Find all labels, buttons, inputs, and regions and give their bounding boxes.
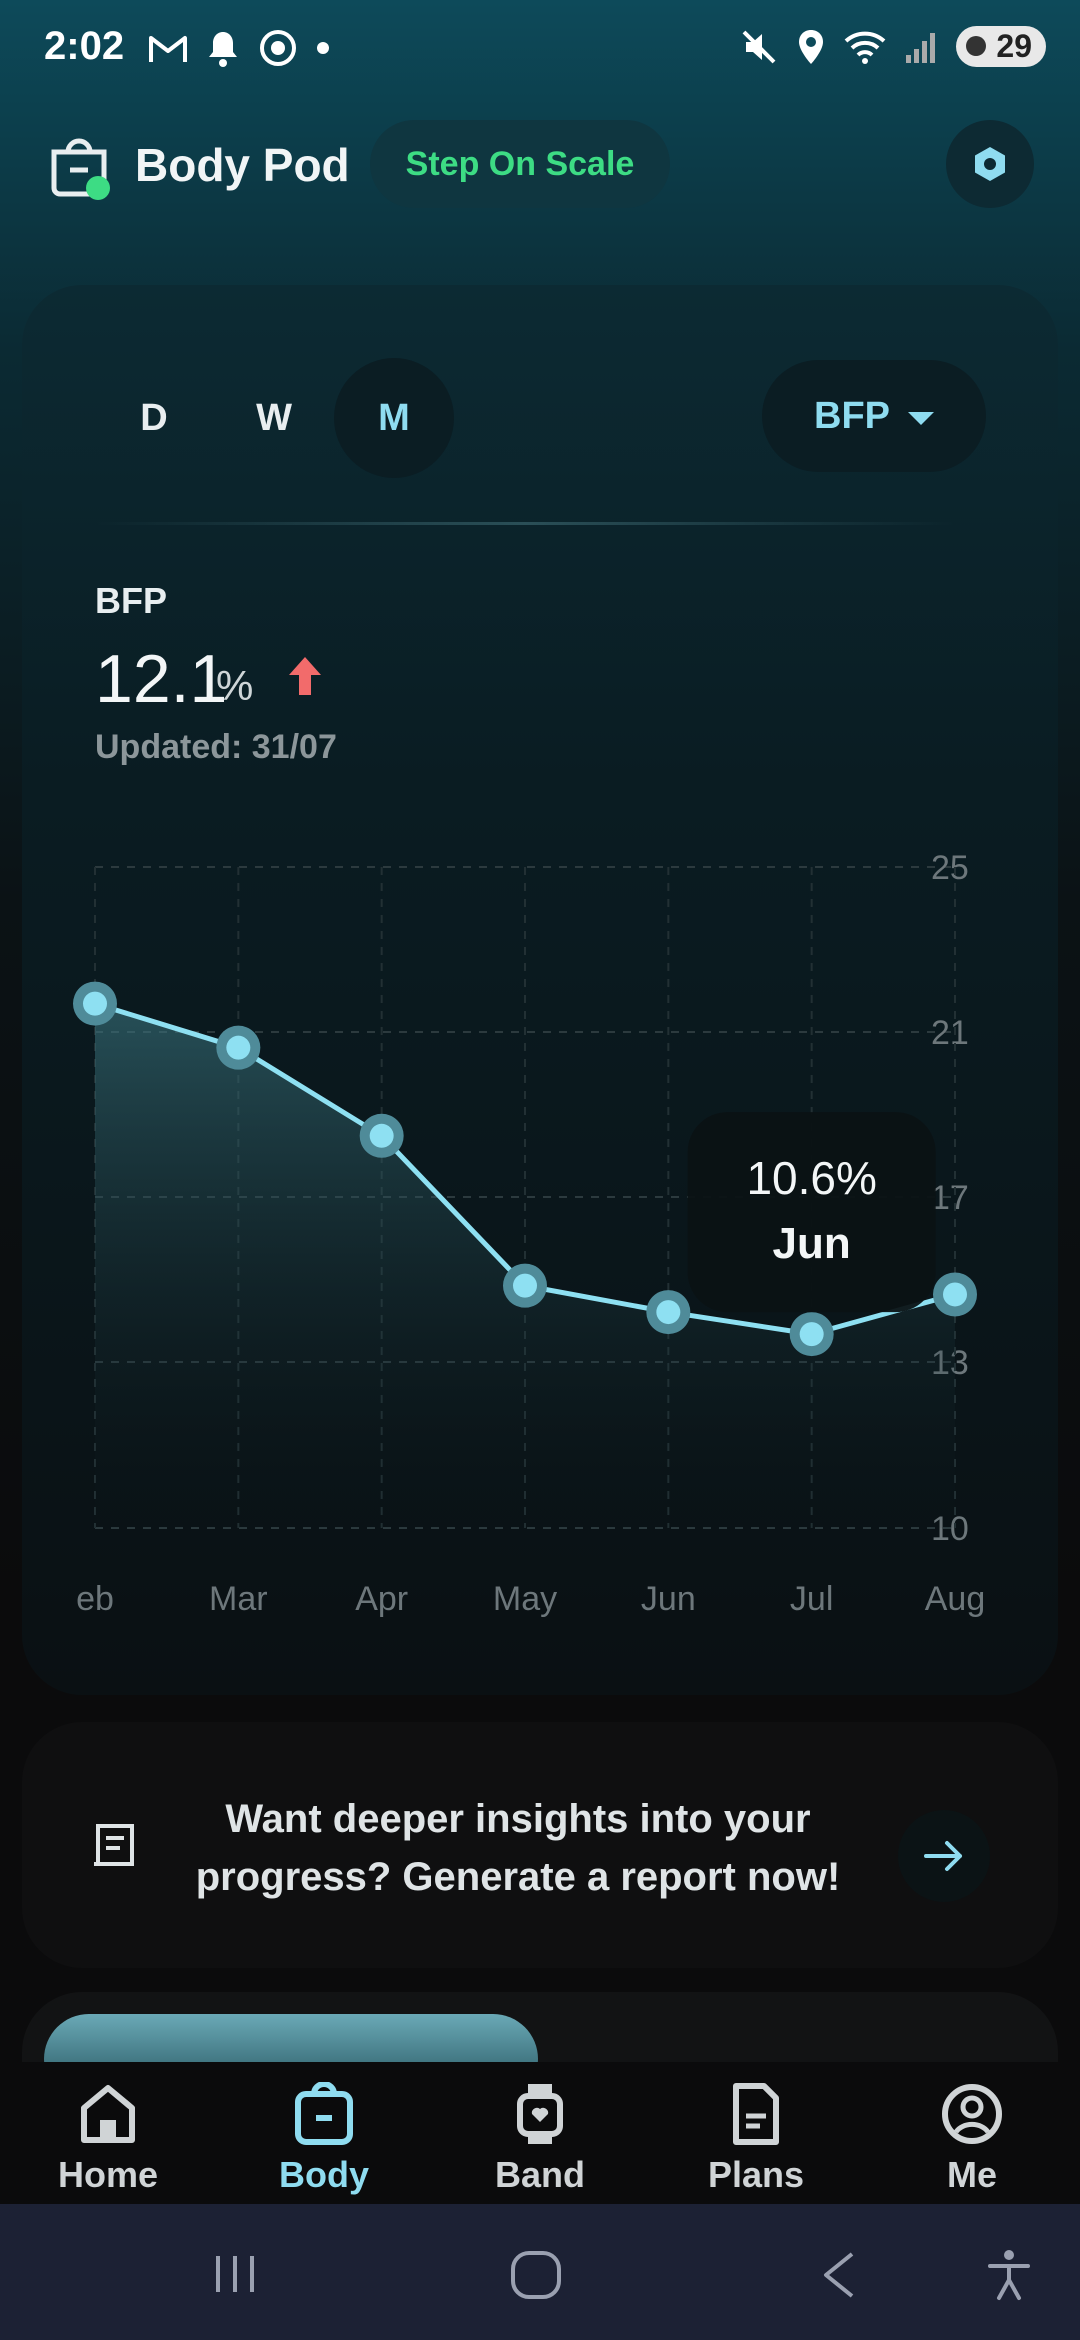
data-point xyxy=(943,1282,967,1307)
y-tick-label: 17 xyxy=(931,1179,969,1217)
system-navigation-bar xyxy=(0,2204,1080,2340)
profile-icon xyxy=(942,2084,1002,2144)
x-tick-label: Jun xyxy=(641,1580,696,1618)
data-point xyxy=(656,1300,681,1325)
report-card[interactable] xyxy=(22,1722,1058,1968)
period-tab-month[interactable]: M xyxy=(334,358,454,478)
chart-area-fill xyxy=(95,1003,955,1528)
y-tick-label: 25 xyxy=(931,849,969,887)
nav-band-label: Band xyxy=(495,2154,585,2195)
period-tab-week[interactable]: W xyxy=(256,396,292,439)
home-icon xyxy=(81,2085,135,2143)
nav-home-label: Home xyxy=(57,2154,159,2195)
nav-plans-label: Plans xyxy=(707,2154,805,2195)
bottom-navigation: Home Body Band Plans Me xyxy=(0,2062,1080,2204)
data-point xyxy=(513,1273,537,1298)
x-tick-label: Apr xyxy=(355,1580,408,1618)
x-tick-label: May xyxy=(493,1580,557,1618)
report-prompt: Want deeper insights into your progress?… xyxy=(168,1790,868,1906)
accessibility-icon[interactable] xyxy=(986,2248,1032,2302)
dot-icon xyxy=(317,42,329,54)
generate-report-button[interactable] xyxy=(898,1810,990,1902)
step-on-scale-button[interactable]: Step On Scale xyxy=(370,120,670,208)
chart-tooltip-label: Jun xyxy=(773,1219,851,1268)
metric-unit: % xyxy=(216,662,254,709)
bfp-line-chart[interactable]: 2521171310ebMarAprMayJunJulAug10.6%Jun xyxy=(0,820,1080,1650)
body-pod-logo-icon xyxy=(51,138,110,200)
location-icon xyxy=(799,29,824,64)
nav-home[interactable]: Home xyxy=(0,2062,216,2204)
x-tick-label: eb xyxy=(76,1580,114,1618)
x-tick-label: Mar xyxy=(209,1580,268,1618)
metric-dropdown[interactable]: BFP xyxy=(762,360,986,472)
data-point xyxy=(369,1123,394,1148)
metric-label: BFP xyxy=(95,580,167,621)
bell-icon xyxy=(209,32,237,67)
x-tick-label: Aug xyxy=(925,1580,986,1618)
report-prompt-line2: progress? Generate a report now! xyxy=(195,1855,841,1899)
home-system-icon[interactable] xyxy=(510,2250,562,2300)
status-bar: 2:02 29 xyxy=(0,0,1080,100)
trend-up-arrow-icon xyxy=(289,657,321,695)
battery-indicator: 29 xyxy=(956,26,1046,67)
nav-body-label: Body xyxy=(279,2154,369,2195)
period-tab-day[interactable]: D xyxy=(140,396,168,439)
app-name: Body Pod xyxy=(135,139,350,191)
gmail-icon xyxy=(149,36,187,62)
sync-icon xyxy=(260,30,296,66)
data-point xyxy=(83,991,107,1016)
chart-tooltip-value: 10.6% xyxy=(746,1152,876,1204)
data-point xyxy=(226,1035,251,1060)
settings-button[interactable] xyxy=(946,120,1034,208)
divider xyxy=(95,522,955,525)
y-tick-label: 21 xyxy=(931,1014,969,1052)
mute-icon xyxy=(742,30,776,63)
status-time: 2:02 xyxy=(44,24,125,68)
report-prompt-line1: Want deeper insights into your xyxy=(225,1797,811,1841)
nav-me[interactable]: Me xyxy=(864,2062,1080,2204)
arrow-right-icon xyxy=(924,1841,962,1871)
signal-icon xyxy=(906,32,936,63)
x-tick-label: Jul xyxy=(790,1580,833,1618)
nav-plans[interactable]: Plans xyxy=(648,2062,864,2204)
hexagon-settings-icon xyxy=(975,147,1005,181)
nav-body[interactable]: Body xyxy=(216,2062,432,2204)
wifi-icon xyxy=(845,31,886,64)
watch-icon xyxy=(517,2084,563,2144)
metric-dropdown-label: BFP xyxy=(814,394,890,437)
data-point xyxy=(799,1322,824,1347)
recent-apps-icon[interactable] xyxy=(212,2252,258,2296)
metric-value: 12.1 xyxy=(95,641,228,717)
updated-date: Updated: 31/07 xyxy=(95,728,337,766)
back-icon[interactable] xyxy=(818,2250,858,2300)
chart-tooltip-bg xyxy=(687,1112,936,1313)
nav-me-label: Me xyxy=(946,2154,997,2195)
document-icon xyxy=(733,2083,779,2145)
caret-down-icon xyxy=(908,411,934,425)
nav-band[interactable]: Band xyxy=(432,2062,648,2204)
report-document-icon xyxy=(94,1824,134,1866)
scale-icon xyxy=(295,2082,353,2145)
